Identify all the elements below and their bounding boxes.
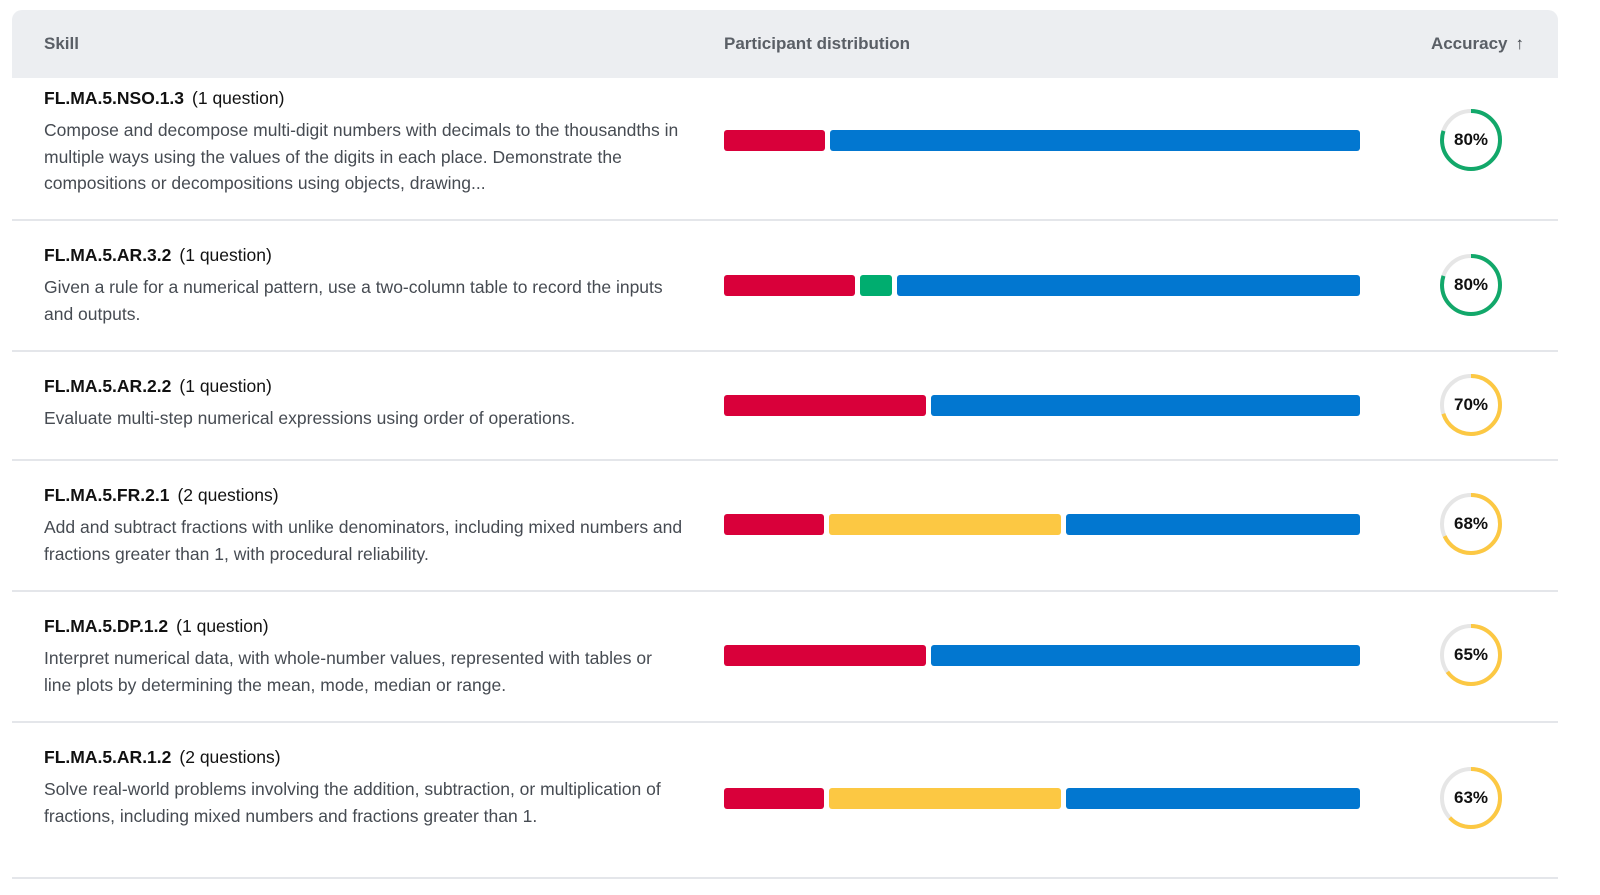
skill-description: Solve real-world problems involving the … xyxy=(44,779,661,826)
accuracy-ring-graphic xyxy=(1440,374,1502,436)
accuracy-ring-graphic xyxy=(1440,767,1502,829)
question-count: (1 question) xyxy=(176,616,269,636)
distribution-segment-extra[interactable] xyxy=(860,275,892,296)
accuracy-ring-graphic xyxy=(1440,624,1502,686)
skills-table: Skill Participant distribution Accuracy ↑… xyxy=(12,10,1558,879)
table-row[interactable]: FL.MA.5.FR.2.1 (2 questions) Add and subtr… xyxy=(12,461,1558,592)
distribution-segment-correct[interactable] xyxy=(930,395,1360,416)
accuracy-ring-progress xyxy=(1440,109,1502,171)
table-row[interactable]: FL.MA.5.AR.3.2 (1 question) Given a rule f… xyxy=(12,221,1558,352)
participant-distribution-bar[interactable] xyxy=(724,788,1360,809)
distribution-segment-incorrect[interactable] xyxy=(724,275,856,296)
distribution-segment-incorrect[interactable] xyxy=(724,514,825,535)
column-header-accuracy[interactable]: Accuracy ↑ xyxy=(1431,10,1524,78)
accuracy-ring-progress xyxy=(1440,493,1502,555)
accuracy-ring-graphic xyxy=(1440,109,1502,171)
accuracy-ring: 80% xyxy=(1438,252,1504,318)
distribution-segment-correct[interactable] xyxy=(1065,788,1360,809)
distribution-segment-correct[interactable] xyxy=(829,130,1360,151)
question-count: (2 questions) xyxy=(177,485,279,505)
skill-description: Evaluate multi-step numerical expression… xyxy=(44,408,576,428)
skill-description: Compose and decompose multi-digit number… xyxy=(44,120,679,193)
participant-distribution-bar[interactable] xyxy=(724,395,1360,416)
distribution-segment-incorrect[interactable] xyxy=(724,788,825,809)
accuracy-ring-progress xyxy=(1440,374,1502,436)
skill-cell: FL.MA.5.AR.1.2 (2 questions) Solve real-wo… xyxy=(44,747,684,829)
question-count: (1 question) xyxy=(192,88,285,108)
accuracy-value: 80% xyxy=(1453,130,1489,149)
distribution-segment-correct[interactable] xyxy=(1065,514,1360,535)
accuracy-ring-progress xyxy=(1440,767,1502,829)
participant-distribution-bar[interactable] xyxy=(724,514,1360,535)
distribution-segment-incorrect[interactable] xyxy=(724,130,825,151)
accuracy-ring-graphic xyxy=(1440,254,1502,316)
distribution-segment-partial[interactable] xyxy=(829,788,1061,809)
skill-description: Add and subtract fractions with unlike d… xyxy=(44,517,683,564)
accuracy-ring: 70% xyxy=(1438,372,1504,438)
skill-description: Given a rule for a numerical pattern, us… xyxy=(44,277,663,324)
table-row[interactable]: FL.MA.5.DP.1.2 (1 question) Interpret nume… xyxy=(12,592,1558,723)
column-header-distribution[interactable]: Participant distribution xyxy=(724,34,911,53)
skill-heading: FL.MA.5.AR.2.2 (1 question) xyxy=(44,376,684,397)
participant-distribution-bar[interactable] xyxy=(724,275,1360,296)
skill-heading: FL.MA.5.AR.3.2 (1 question) xyxy=(44,245,684,266)
accuracy-ring: 68% xyxy=(1438,491,1504,557)
accuracy-value: 68% xyxy=(1453,514,1489,533)
skill-heading: FL.MA.5.AR.1.2 (2 questions) xyxy=(44,747,684,768)
skill-code: FL.MA.5.NSO.1.3 xyxy=(44,88,185,108)
table-row[interactable]: FL.MA.5.AR.1.2 (2 questions) Solve real-wo… xyxy=(12,723,1558,879)
accuracy-value: 80% xyxy=(1453,275,1489,294)
skill-code: FL.MA.5.FR.2.1 xyxy=(44,485,170,505)
accuracy-ring: 80% xyxy=(1438,107,1504,173)
table-body: FL.MA.5.NSO.1.3 (1 question) Compose and d… xyxy=(12,78,1558,879)
distribution-segment-correct[interactable] xyxy=(896,275,1360,296)
question-count: (2 questions) xyxy=(179,747,281,767)
question-count: (1 question) xyxy=(179,376,272,396)
accuracy-ring-graphic xyxy=(1440,493,1502,555)
participant-distribution-bar[interactable] xyxy=(724,130,1360,151)
skill-cell: FL.MA.5.NSO.1.3 (1 question) Compose and d… xyxy=(44,88,684,197)
skill-heading: FL.MA.5.FR.2.1 (2 questions) xyxy=(44,485,684,506)
table-row[interactable]: FL.MA.5.NSO.1.3 (1 question) Compose and d… xyxy=(12,78,1558,221)
accuracy-value: 63% xyxy=(1453,788,1489,807)
accuracy-ring-progress xyxy=(1440,624,1502,686)
skill-cell: FL.MA.5.AR.2.2 (1 question) Evaluate multi… xyxy=(44,376,684,432)
skill-code: FL.MA.5.AR.3.2 xyxy=(44,245,172,265)
skill-code: FL.MA.5.AR.1.2 xyxy=(44,747,172,767)
distribution-segment-incorrect[interactable] xyxy=(724,395,926,416)
skill-heading: FL.MA.5.NSO.1.3 (1 question) xyxy=(44,88,684,109)
skill-code: FL.MA.5.AR.2.2 xyxy=(44,376,172,396)
skill-description: Interpret numerical data, with whole-num… xyxy=(44,648,652,695)
skill-heading: FL.MA.5.DP.1.2 (1 question) xyxy=(44,616,684,637)
accuracy-value: 70% xyxy=(1453,395,1489,414)
distribution-segment-incorrect[interactable] xyxy=(724,645,926,666)
table-header: Skill Participant distribution Accuracy ↑ xyxy=(12,10,1558,78)
question-count: (1 question) xyxy=(179,245,272,265)
participant-distribution-bar[interactable] xyxy=(724,645,1360,666)
distribution-segment-partial[interactable] xyxy=(829,514,1061,535)
skill-cell: FL.MA.5.AR.3.2 (1 question) Given a rule f… xyxy=(44,245,684,327)
accuracy-ring: 65% xyxy=(1438,622,1504,688)
accuracy-value: 65% xyxy=(1453,645,1489,664)
column-header-skill[interactable]: Skill xyxy=(44,34,79,53)
table-row[interactable]: FL.MA.5.AR.2.2 (1 question) Evaluate multi… xyxy=(12,352,1558,461)
distribution-segment-correct[interactable] xyxy=(930,645,1360,666)
skill-cell: FL.MA.5.FR.2.1 (2 questions) Add and subtr… xyxy=(44,485,684,567)
accuracy-header-label: Accuracy xyxy=(1430,34,1508,53)
skill-code: FL.MA.5.DP.1.2 xyxy=(44,616,169,636)
skill-cell: FL.MA.5.DP.1.2 (1 question) Interpret nume… xyxy=(44,616,684,698)
accuracy-ring: 63% xyxy=(1438,765,1504,831)
arrow-up-icon[interactable]: ↑ xyxy=(1515,34,1525,53)
accuracy-ring-progress xyxy=(1440,254,1502,316)
